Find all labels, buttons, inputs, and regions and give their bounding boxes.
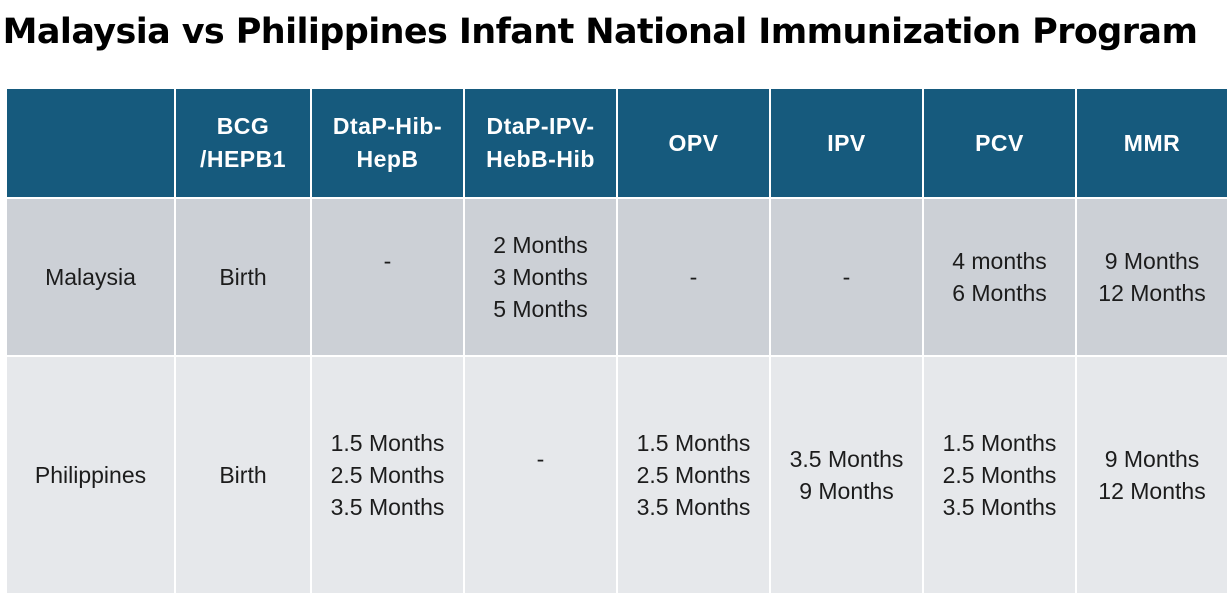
opv-cell: - xyxy=(616,197,771,357)
dtap-ipv-hebb-hib-cell: - xyxy=(463,355,618,595)
cell-line: Birth xyxy=(219,462,267,488)
cell-line: 4 months xyxy=(952,248,1047,274)
cell-line: 1.5 Months xyxy=(636,430,751,456)
cell-line: 12 Months xyxy=(1098,280,1206,306)
country-cell: Malaysia xyxy=(5,197,176,357)
cell-line: - xyxy=(536,446,545,472)
header-bcg-line2: /HEPB1 xyxy=(199,146,287,172)
ipv-cell: 3.5 Months 9 Months xyxy=(769,355,924,595)
cell-line: 5 Months xyxy=(493,296,588,322)
header-bcg-line1: BCG xyxy=(216,113,270,139)
header-country xyxy=(5,87,176,199)
header-ipv: IPV xyxy=(769,87,924,199)
cell-line: 2 Months xyxy=(493,232,588,258)
dtap-hib-hepb-cell: - xyxy=(310,197,465,357)
header-opv: OPV xyxy=(616,87,771,199)
table-row-philippines: Philippines Birth 1.5 Months 2.5 Months … xyxy=(5,355,1229,595)
cell-line: Birth xyxy=(219,264,267,290)
cell-line: 1.5 Months xyxy=(942,430,1057,456)
dtap-hib-hepb-cell: 1.5 Months 2.5 Months 3.5 Months xyxy=(310,355,465,595)
header-dtap-hib-hepb-line2: HepB xyxy=(356,146,419,172)
cell-line: - xyxy=(383,248,392,274)
cell-line: 2.5 Months xyxy=(636,462,751,488)
cell-line: 3 Months xyxy=(493,264,588,290)
header-dtap-ipv-hebb-hib-line2: HebB-Hib xyxy=(486,146,595,172)
cell-line: 3.5 Months xyxy=(789,446,904,472)
cell-line: - xyxy=(842,264,851,290)
opv-cell: 1.5 Months 2.5 Months 3.5 Months xyxy=(616,355,771,595)
cell-line: 9 Months xyxy=(1104,446,1200,472)
table-header: BCG /HEPB1 DtaP-Hib- HepB DtaP-IPV- HebB… xyxy=(5,87,1229,199)
cell-line: 6 Months xyxy=(952,280,1047,306)
table-body: Malaysia Birth - 2 Months 3 Months 5 Mon… xyxy=(5,197,1229,595)
mmr-cell: 9 Months 12 Months xyxy=(1075,355,1229,595)
cell-line: 2.5 Months xyxy=(330,462,445,488)
dtap-ipv-hebb-hib-cell: 2 Months 3 Months 5 Months xyxy=(463,197,618,357)
header-dtap-hib-hepb-line1: DtaP-Hib- xyxy=(332,113,443,139)
header-dtap-hib-hepb: DtaP-Hib- HepB xyxy=(310,87,465,199)
cell-line: 3.5 Months xyxy=(330,494,445,520)
ipv-cell: - xyxy=(769,197,924,357)
immunization-table: BCG /HEPB1 DtaP-Hib- HepB DtaP-IPV- HebB… xyxy=(5,87,1229,595)
header-dtap-ipv-hebb-hib-line1: DtaP-IPV- xyxy=(486,113,595,139)
pcv-cell: 4 months 6 Months xyxy=(922,197,1077,357)
page-title: Malaysia vs Philippines Infant National … xyxy=(2,12,1198,52)
cell-line: 3.5 Months xyxy=(636,494,751,520)
pcv-cell: 1.5 Months 2.5 Months 3.5 Months xyxy=(922,355,1077,595)
cell-line: 2.5 Months xyxy=(942,462,1057,488)
cell-line: 9 Months xyxy=(1104,248,1200,274)
mmr-cell: 9 Months 12 Months xyxy=(1075,197,1229,357)
cell-line: - xyxy=(689,264,698,290)
bcg-cell: Birth xyxy=(174,355,312,595)
cell-line: 1.5 Months xyxy=(330,430,445,456)
cell-line: 3.5 Months xyxy=(942,494,1057,520)
header-mmr: MMR xyxy=(1075,87,1229,199)
cell-line: 9 Months xyxy=(799,478,894,504)
bcg-cell: Birth xyxy=(174,197,312,357)
header-dtap-ipv-hebb-hib: DtaP-IPV- HebB-Hib xyxy=(463,87,618,199)
header-bcg-hepb1: BCG /HEPB1 xyxy=(174,87,312,199)
header-row: BCG /HEPB1 DtaP-Hib- HepB DtaP-IPV- HebB… xyxy=(5,87,1229,199)
header-pcv: PCV xyxy=(922,87,1077,199)
cell-line: 12 Months xyxy=(1098,478,1206,504)
table-row-malaysia: Malaysia Birth - 2 Months 3 Months 5 Mon… xyxy=(5,197,1229,357)
country-cell: Philippines xyxy=(5,355,176,595)
